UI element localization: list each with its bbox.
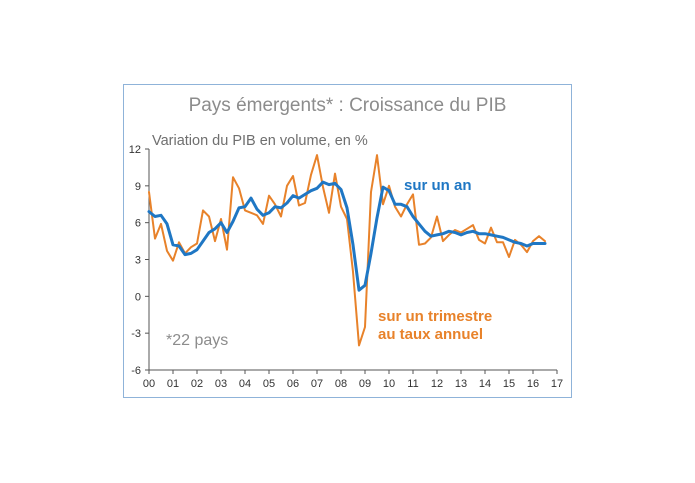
chart-title: Pays émergents* : Croissance du PIB bbox=[188, 95, 507, 116]
y-tick-label: -3 bbox=[131, 328, 141, 340]
series-label-quarter-line2: au taux annuel bbox=[378, 326, 483, 343]
x-tick-label: 07 bbox=[311, 378, 323, 390]
y-tick-label: 12 bbox=[129, 144, 141, 156]
x-tick-label: 09 bbox=[359, 378, 371, 390]
series-line-quarter bbox=[148, 154, 546, 347]
annotations: sur un an sur un trimestre au taux annue… bbox=[166, 177, 492, 349]
x-tick-label: 13 bbox=[455, 378, 467, 390]
x-tick-label: 08 bbox=[335, 378, 347, 390]
x-tick-label: 00 bbox=[143, 378, 155, 390]
y-tick-label: 0 bbox=[135, 291, 141, 303]
axes bbox=[145, 148, 558, 374]
x-tick-label: 03 bbox=[215, 378, 227, 390]
x-tick-label: 16 bbox=[527, 378, 539, 390]
footnote: *22 pays bbox=[166, 332, 228, 349]
y-tick-label: 6 bbox=[135, 218, 141, 230]
y-tick-label: 3 bbox=[135, 255, 141, 267]
y-tick-label: -6 bbox=[131, 365, 141, 377]
series-lines bbox=[147, 154, 547, 347]
x-tick-label: 04 bbox=[239, 378, 251, 390]
x-tick-label: 10 bbox=[383, 378, 395, 390]
y-tick-label: 9 bbox=[135, 181, 141, 193]
x-tick-label: 02 bbox=[191, 378, 203, 390]
x-tick-label: 01 bbox=[167, 378, 179, 390]
x-tick-label: 15 bbox=[503, 378, 515, 390]
x-tick-label: 05 bbox=[263, 378, 275, 390]
x-tick-label: 11 bbox=[407, 378, 418, 390]
series-line-year bbox=[147, 180, 547, 292]
x-tick-label: 14 bbox=[479, 378, 491, 390]
series-label-quarter-line1: sur un trimestre bbox=[378, 308, 492, 325]
y-axis-label: Variation du PIB en volume, en % bbox=[152, 133, 368, 149]
x-tick-label: 06 bbox=[287, 378, 299, 390]
x-tick-label: 17 bbox=[551, 378, 563, 390]
tick-labels: 12 9 6 3 0 -3 -600 01 02 03 04 05 06 07 08 09 10 11 12 13 14… bbox=[129, 144, 563, 390]
x-tick-label: 12 bbox=[431, 378, 443, 390]
series-label-year: sur un an bbox=[404, 177, 472, 194]
